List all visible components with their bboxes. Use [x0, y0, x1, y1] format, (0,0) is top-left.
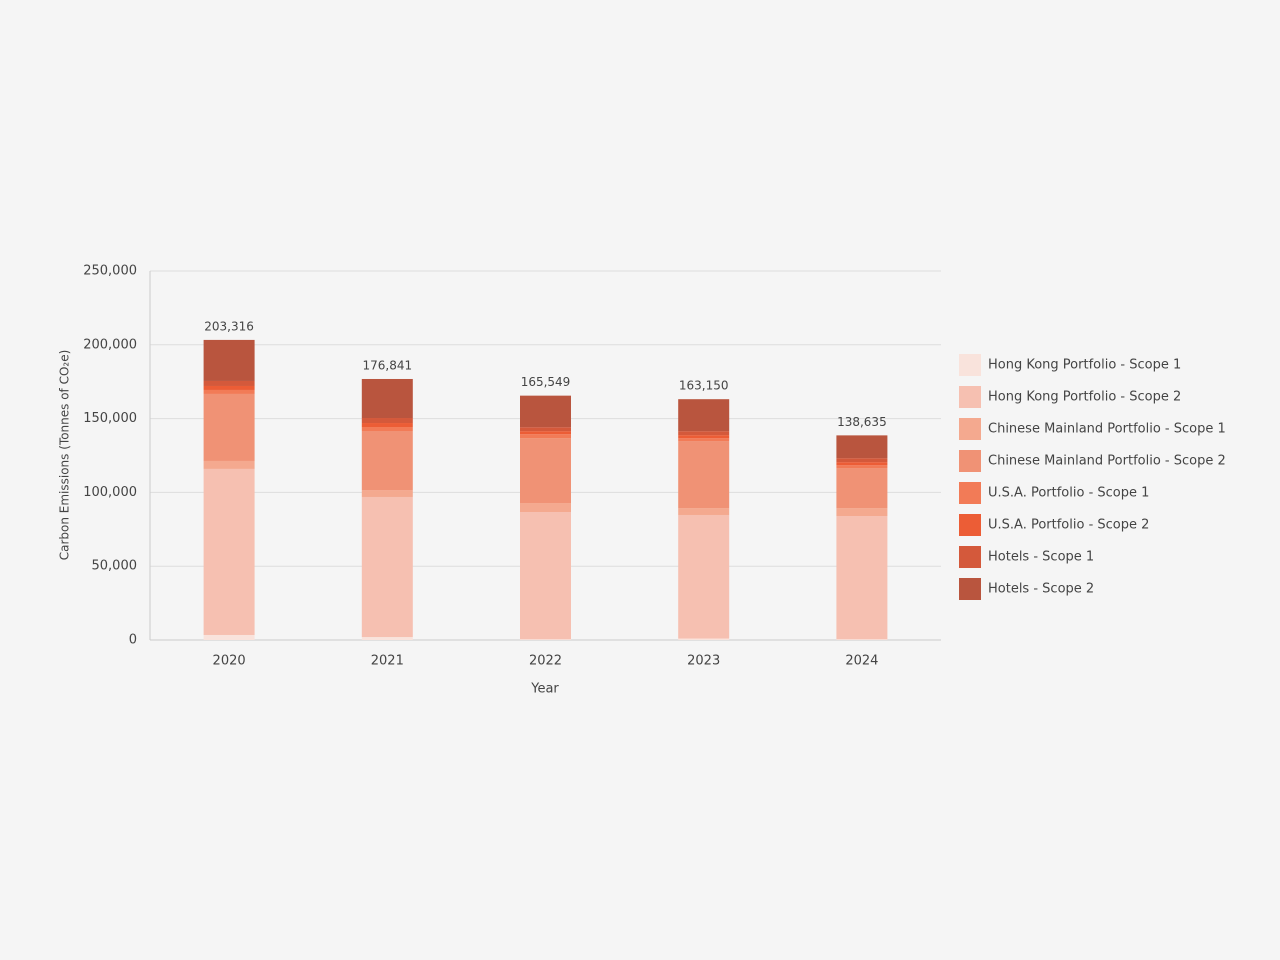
legend-label: U.S.A. Portfolio - Scope 2: [988, 518, 1149, 533]
legend-swatch: [959, 418, 981, 440]
y-axis-title: Carbon Emissions (Tonnes of CO₂e): [58, 350, 72, 561]
y-tick-label: 100,000: [83, 485, 137, 500]
bar-segment: [203, 468, 255, 635]
y-tick-label: 150,000: [83, 411, 137, 426]
bar-segment: [678, 514, 730, 639]
legend-label: Hotels - Scope 1: [988, 550, 1094, 565]
bar-segment: [678, 431, 730, 436]
bar-segment: [361, 418, 413, 424]
total-label: 203,316: [204, 319, 254, 333]
bar-segment: [836, 462, 888, 466]
total-label: 138,635: [837, 415, 887, 429]
bar-segment: [361, 378, 413, 419]
bar-segment: [520, 639, 571, 640]
bar-segment: [520, 427, 571, 432]
legend-swatch: [959, 354, 981, 376]
bar-segment: [361, 490, 413, 497]
bar-segment: [836, 458, 888, 463]
x-tick-label: 2022: [529, 654, 562, 669]
bar-segment: [361, 427, 413, 431]
x-tick-label: 2021: [371, 654, 404, 669]
total-label: 165,549: [521, 375, 571, 389]
bar-segment: [836, 516, 888, 640]
x-axis-title: Year: [530, 682, 559, 697]
x-tick-label: 2020: [213, 654, 246, 669]
bar-segment: [678, 508, 730, 515]
bar-segment: [836, 508, 888, 517]
legend-swatch: [959, 482, 981, 504]
legend-label: Hong Kong Portfolio - Scope 2: [988, 390, 1181, 405]
bar-segment: [836, 435, 888, 459]
bar-segment: [361, 637, 413, 640]
bar-segment: [520, 503, 571, 513]
legend-swatch: [959, 386, 981, 408]
bar-segment: [836, 468, 888, 509]
legend-swatch: [959, 578, 981, 600]
bar-segment: [678, 435, 730, 439]
legend-label: Chinese Mainland Portfolio - Scope 1: [988, 422, 1226, 437]
y-tick-label: 200,000: [83, 337, 137, 352]
bar-segment: [203, 389, 255, 394]
total-label: 163,150: [679, 379, 729, 393]
bar-segment: [678, 438, 730, 442]
bar-segment: [361, 430, 413, 491]
legend-swatch: [959, 546, 981, 568]
bar-segment: [203, 393, 255, 461]
total-label: 176,841: [362, 358, 412, 372]
legend-swatch: [959, 450, 981, 472]
bar-segment: [836, 465, 888, 469]
bar-segment: [203, 460, 255, 469]
x-tick-label: 2023: [687, 654, 720, 669]
legend-label: Hong Kong Portfolio - Scope 1: [988, 358, 1181, 373]
legend-label: Chinese Mainland Portfolio - Scope 2: [988, 454, 1226, 469]
bar-segment: [203, 380, 255, 386]
bar-segment: [203, 634, 255, 640]
y-tick-label: 0: [129, 633, 137, 648]
bar-segment: [678, 441, 730, 509]
bar-segment: [520, 512, 571, 640]
bar-segment: [520, 434, 571, 439]
bar-segment: [203, 385, 255, 390]
bar-segment: [361, 423, 413, 428]
y-tick-label: 250,000: [83, 264, 137, 279]
legend-swatch: [959, 514, 981, 536]
bar-segment: [520, 395, 571, 428]
legend-label: U.S.A. Portfolio - Scope 1: [988, 486, 1149, 501]
x-tick-label: 2024: [845, 654, 878, 669]
bar-segment: [678, 638, 730, 640]
bar-segment: [678, 399, 730, 432]
bar-segment: [836, 639, 888, 640]
bar-segment: [520, 431, 571, 435]
bar-segment: [203, 339, 255, 381]
bar-segment: [520, 438, 571, 504]
y-tick-label: 50,000: [92, 559, 138, 574]
legend-label: Hotels - Scope 2: [988, 582, 1094, 597]
bar-segment: [361, 496, 413, 638]
